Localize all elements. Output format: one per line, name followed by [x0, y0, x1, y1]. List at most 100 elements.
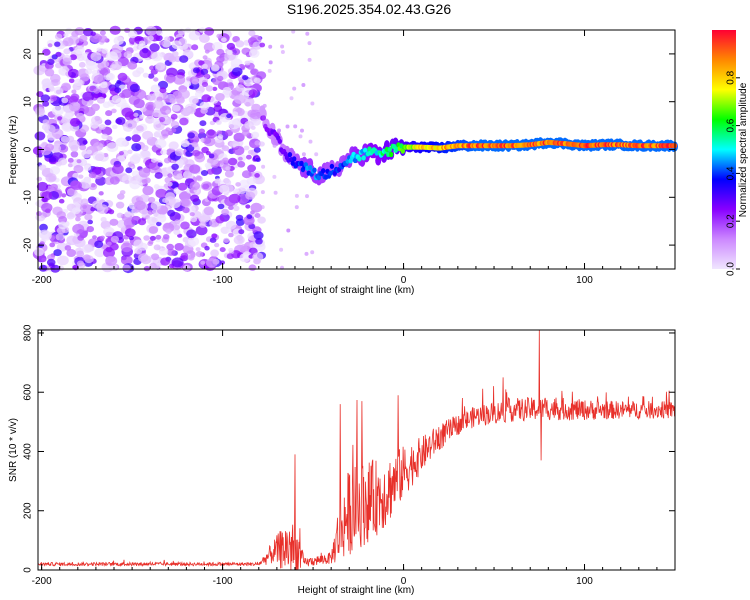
noise-cell	[125, 167, 133, 174]
noise-cell	[254, 213, 261, 218]
noise-cell	[250, 68, 259, 76]
noise-cell	[203, 42, 215, 52]
noise-cell	[252, 252, 264, 262]
noise-cell	[231, 111, 239, 117]
noise-cell	[149, 262, 157, 269]
noise-cell	[48, 86, 55, 92]
noise-cell	[220, 226, 230, 234]
noise-cell	[203, 207, 214, 216]
noise-cell	[147, 93, 156, 101]
noise-cell	[164, 36, 171, 42]
noise-cell	[253, 77, 261, 84]
ridge-core	[308, 165, 313, 171]
noise-cell	[63, 48, 71, 55]
noise-cell	[53, 86, 64, 96]
noise-cell	[134, 247, 143, 255]
noise-cell	[195, 225, 208, 236]
noise-cell	[253, 147, 261, 153]
noise-cell	[233, 132, 245, 142]
y-tick-label: 0	[23, 146, 34, 152]
noise-cell	[180, 221, 190, 230]
noise-cell	[307, 57, 312, 62]
noise-cell	[228, 247, 234, 253]
colorbar-tick-label: 0.2	[726, 214, 737, 228]
ridge-core	[287, 152, 293, 158]
noise-cell	[273, 190, 278, 195]
noise-cell	[78, 61, 86, 68]
noise-cell	[255, 238, 263, 245]
noise-cell	[175, 158, 184, 166]
noise-cell	[103, 153, 109, 158]
noise-cell	[105, 255, 118, 266]
noise-cell	[204, 162, 212, 169]
noise-cell	[226, 253, 234, 260]
noise-cell	[260, 190, 265, 195]
noise-cell	[145, 25, 158, 36]
noise-cell	[221, 37, 227, 43]
noise-cell	[132, 153, 142, 161]
noise-cell	[235, 218, 245, 226]
noise-cell	[272, 174, 277, 179]
x-tick-label: -100	[213, 275, 233, 286]
noise-cell	[118, 92, 125, 98]
noise-cell	[215, 93, 225, 101]
noise-cell	[124, 228, 136, 238]
noise-cell	[246, 154, 252, 160]
noise-cell	[246, 177, 256, 186]
noise-cell	[67, 163, 74, 168]
noise-cell	[69, 54, 78, 61]
noise-cell	[246, 214, 253, 219]
noise-cell	[61, 82, 71, 91]
noise-cell	[203, 136, 216, 147]
noise-cell	[71, 89, 77, 94]
noise-cell	[115, 137, 128, 147]
noise-cell	[45, 173, 57, 183]
ridge-core	[316, 175, 322, 181]
noise-cell	[66, 212, 75, 220]
noise-cell	[37, 254, 47, 263]
noise-cell	[82, 91, 95, 102]
noise-cell	[115, 201, 125, 209]
noise-cell	[106, 142, 119, 153]
noise-cell	[142, 130, 154, 140]
noise-cell	[226, 228, 232, 233]
noise-cell	[234, 94, 246, 104]
noise-cell	[105, 110, 113, 117]
noise-cell	[100, 216, 107, 223]
noise-cell	[251, 131, 260, 139]
y-tick-label: 10	[23, 96, 34, 108]
noise-cell	[314, 152, 319, 157]
snr-y-label: SNR (10 * v/v)	[8, 418, 19, 482]
noise-cell	[98, 191, 104, 196]
snr-x-label: Height of straight line (km)	[298, 585, 415, 596]
noise-cell	[214, 179, 220, 184]
noise-cell	[116, 79, 122, 84]
noise-cell	[94, 116, 101, 121]
noise-cell	[216, 55, 225, 63]
x-tick-label: 100	[576, 576, 593, 587]
noise-cell	[242, 75, 249, 81]
noise-cell	[73, 164, 84, 174]
noise-cell	[140, 255, 152, 265]
colorbar-tick-label: 0.6	[726, 118, 737, 132]
noise-cell	[245, 191, 256, 200]
ridge-core	[400, 148, 405, 154]
noise-cell	[183, 80, 192, 87]
noise-cell	[63, 32, 69, 38]
noise-cell	[116, 212, 124, 219]
spectrogram-y-label: Frequency (Hz)	[8, 116, 19, 185]
noise-cell	[310, 250, 315, 255]
noise-cell	[165, 109, 171, 114]
noise-cell	[162, 222, 175, 233]
noise-cell	[54, 41, 61, 47]
noise-cell	[222, 86, 232, 94]
noise-cell	[150, 201, 161, 211]
noise-cell	[33, 65, 46, 76]
noise-cell	[58, 216, 68, 224]
noise-cell	[58, 157, 68, 166]
noise-cell	[267, 68, 272, 73]
noise-cell	[110, 235, 120, 243]
noise-cell	[198, 221, 207, 228]
